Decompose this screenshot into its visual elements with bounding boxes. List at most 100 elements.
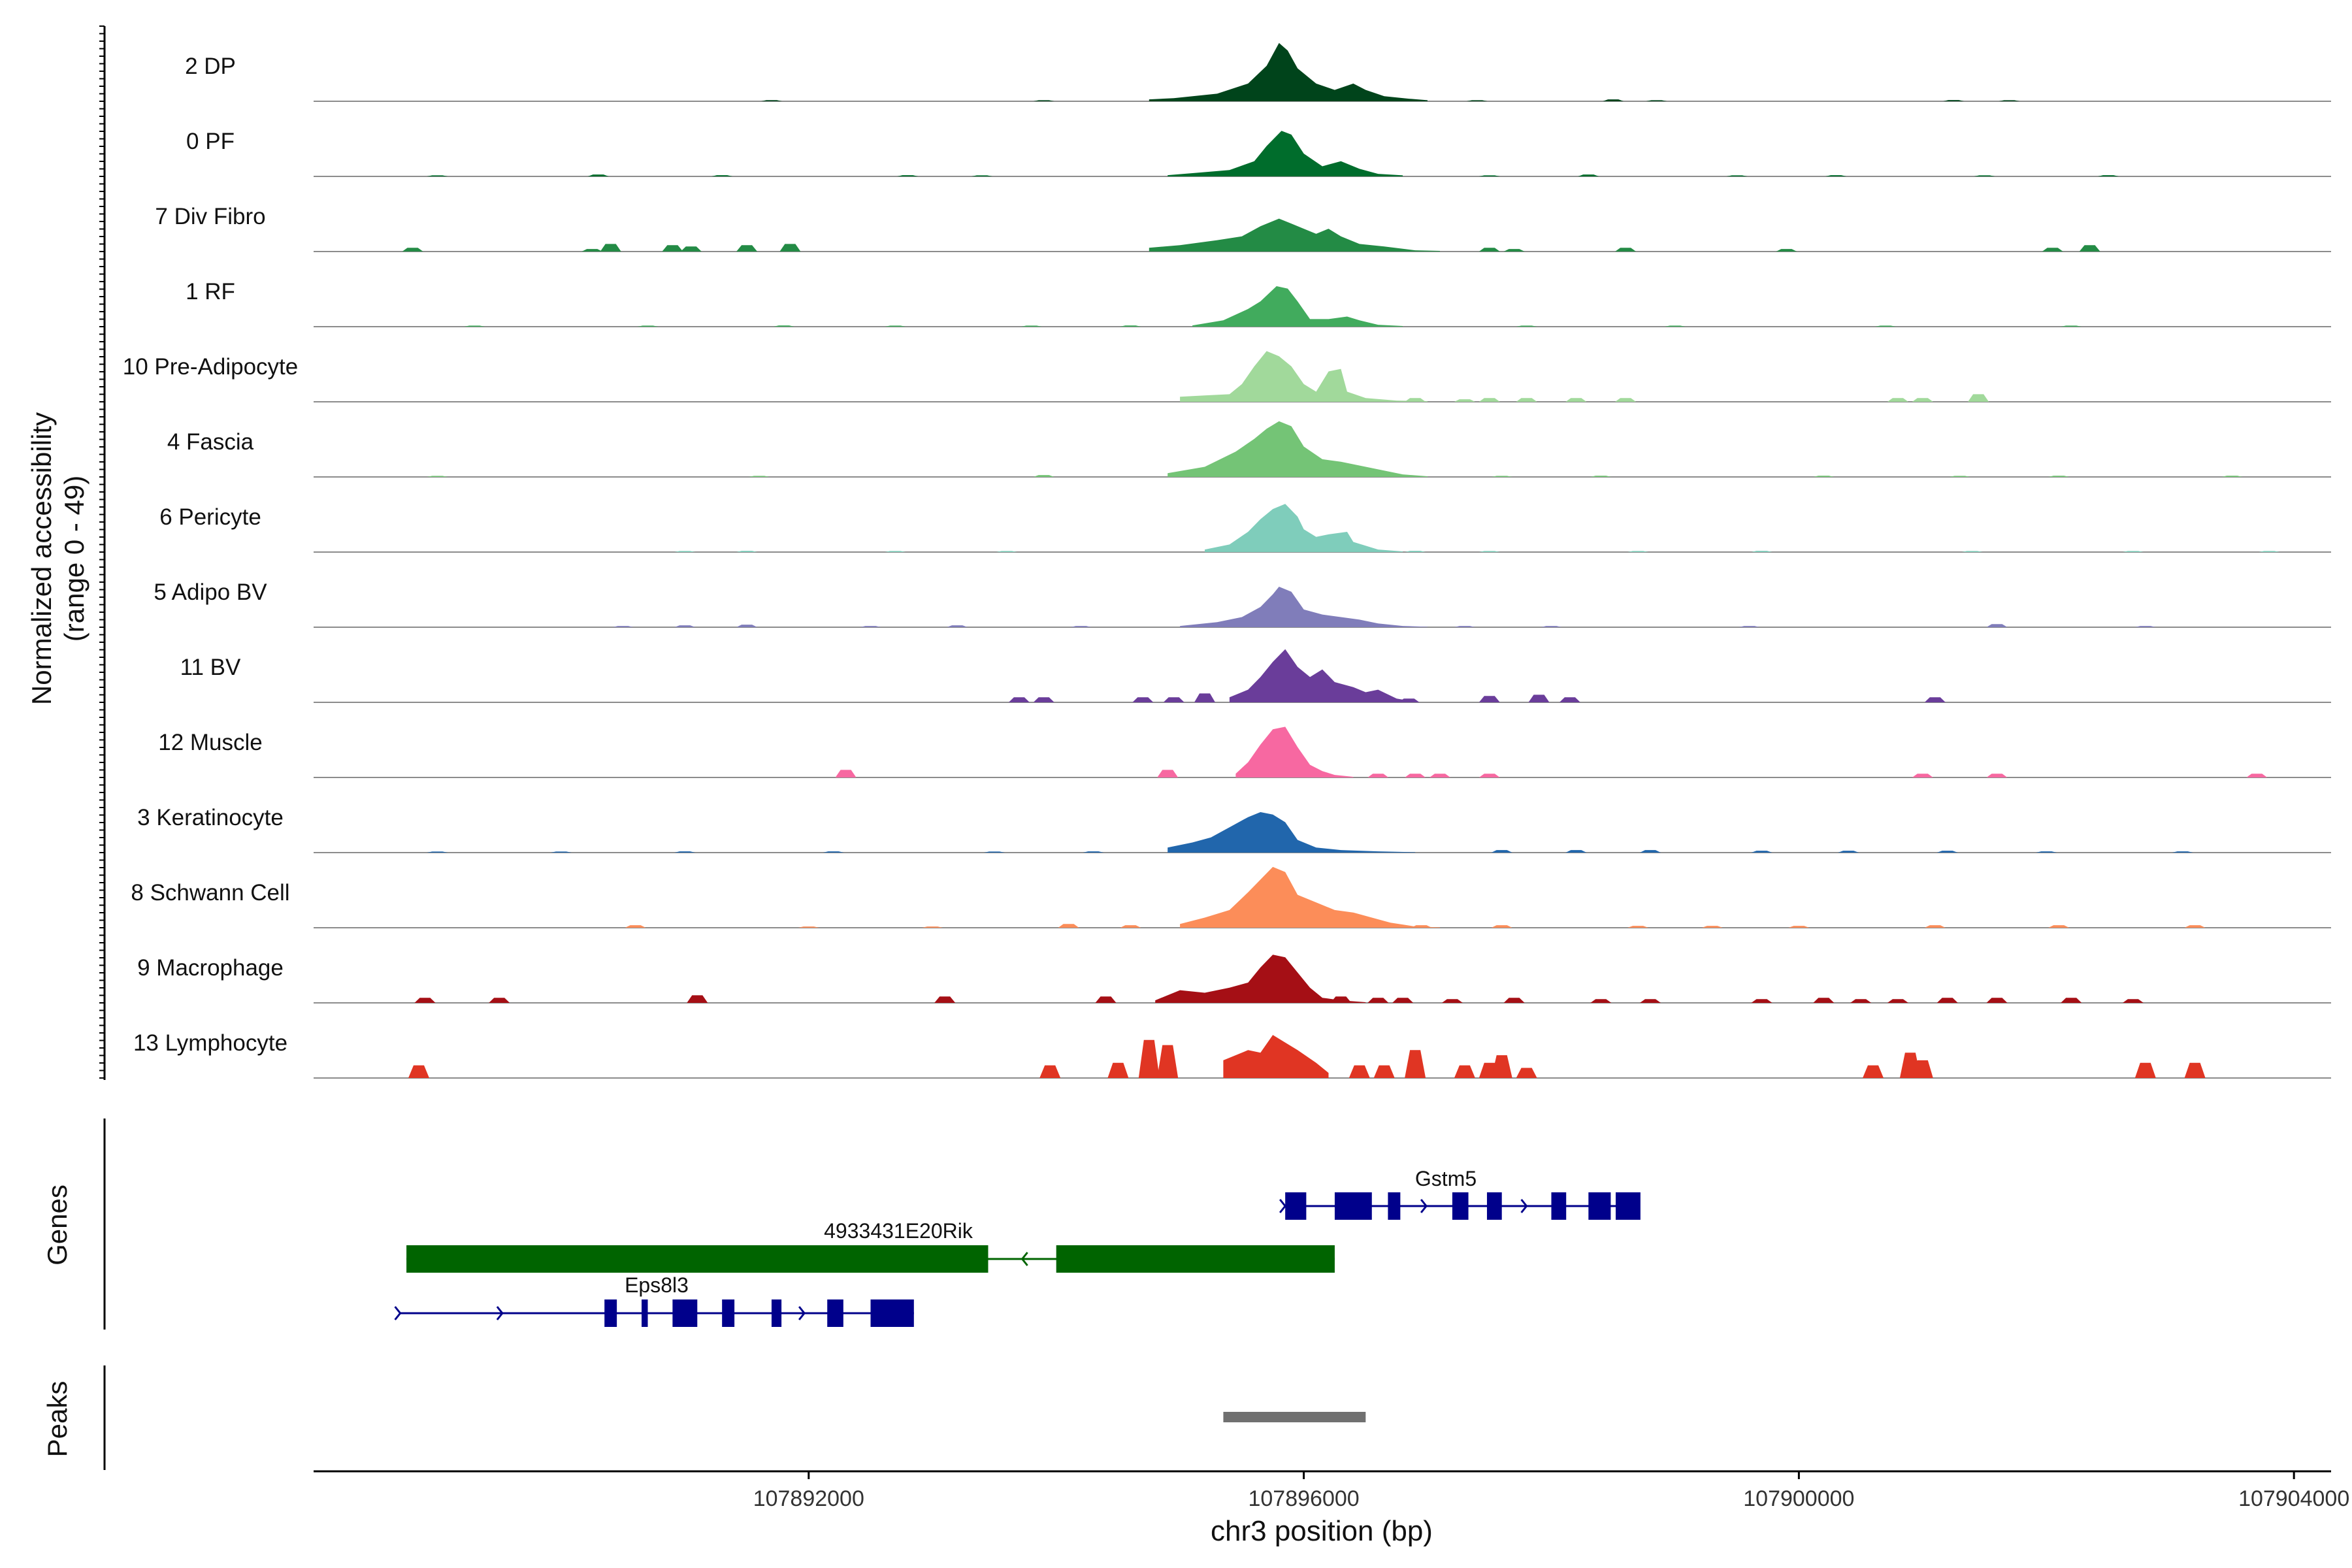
coverage-blip	[2246, 774, 2268, 777]
coverage-blip	[1120, 325, 1141, 327]
coverage-blip	[1936, 851, 1958, 853]
coverage-blip	[402, 248, 423, 252]
coverage-blip	[414, 998, 436, 1003]
peaks-panel	[1223, 1412, 1366, 1422]
coverage-blip	[1949, 476, 1970, 477]
coverage-blip	[464, 325, 485, 327]
y-axis-range-label: (range 0 - 49)	[59, 476, 90, 642]
gene-Gstm5	[1279, 1192, 1641, 1220]
coverage-peak	[1223, 1035, 1329, 1078]
track-label: 1 RF	[186, 279, 235, 304]
coverage-blip	[1776, 249, 1797, 252]
strand-arrow	[1279, 1199, 1287, 1213]
coverage-blip	[1590, 476, 1612, 477]
coverage-blip	[1107, 1062, 1129, 1078]
track-12: 8 Schwann Cell	[131, 866, 2331, 928]
coverage-blip	[1912, 1060, 1933, 1078]
track-label: 9 Macrophage	[137, 955, 284, 981]
track-5: 10 Pre-Adipocyte	[123, 351, 2331, 402]
coverage-blip	[1491, 925, 1512, 928]
coverage-blip	[1813, 476, 1835, 477]
gene-exon	[771, 1299, 782, 1327]
coverage-blip	[761, 100, 782, 101]
coverage-peak	[1149, 218, 1440, 252]
coverage-blip	[1974, 175, 1995, 176]
strand-arrow	[1520, 1199, 1528, 1213]
x-tick-label: 107904000	[2238, 1486, 2349, 1511]
y-axis-label: Normalized accessibility	[26, 412, 57, 705]
track-label: 0 PF	[186, 129, 235, 154]
coverage-blip	[1070, 626, 1092, 627]
strand-arrow	[496, 1306, 504, 1320]
coverage-blip	[2184, 1062, 2206, 1078]
coverage-blip	[1924, 925, 1946, 928]
coverage-blip	[1392, 998, 1414, 1003]
coverage-blip	[2172, 851, 2193, 853]
gene-Eps8l3	[394, 1299, 914, 1327]
coverage-blip	[1516, 325, 1537, 327]
coverage-peak	[1155, 955, 1366, 1003]
coverage-blip	[1603, 99, 1624, 101]
coverage-blip	[885, 551, 906, 552]
coverage-blip	[1640, 999, 1661, 1003]
coverage-blip	[1411, 925, 1432, 928]
coverage-peak	[1180, 351, 1428, 402]
coverage-blip	[1021, 325, 1042, 327]
coverage-blip	[637, 325, 659, 327]
coverage-blip	[1664, 325, 1686, 327]
gene-exon	[870, 1299, 914, 1327]
coverage-blip	[1850, 999, 1872, 1003]
gene-exon	[1285, 1192, 1307, 1220]
track-label: 5 Adipo BV	[154, 580, 267, 605]
coverage-blip	[1157, 1045, 1179, 1078]
track-6: 4 Fascia	[167, 421, 2331, 478]
coverage-blip	[1863, 1065, 1884, 1078]
coverage-blip	[1875, 325, 1896, 327]
track-10: 12 Muscle	[158, 727, 2331, 778]
coverage-blip	[1565, 398, 1587, 402]
coverage-blip	[1454, 1065, 1475, 1078]
gene-name-label: Gstm5	[1415, 1167, 1477, 1190]
x-axis: 107892000 107896000 107900000 107904000	[314, 1470, 2349, 1511]
coverage-blip	[1739, 626, 1760, 627]
coverage-blip	[1466, 100, 1488, 101]
gene-exon	[1551, 1192, 1567, 1220]
coverage-blip	[600, 244, 621, 252]
coverage-blip	[427, 851, 448, 853]
coverage-peak	[1180, 587, 1428, 627]
coverage-blip	[1559, 697, 1580, 702]
coverage-blip	[1701, 926, 1723, 928]
coverage-blip	[2134, 1062, 2156, 1078]
coverage-blip	[587, 174, 609, 176]
coverage-blip	[680, 246, 702, 252]
coverage-blip	[1813, 998, 1835, 1003]
coverage-blip	[1367, 774, 1389, 777]
coverage-blip	[2036, 851, 2057, 853]
coverage-blip	[1163, 697, 1184, 702]
coverage-blip	[1405, 398, 1426, 402]
coverage-blip	[947, 625, 968, 627]
coverage-blip	[749, 476, 770, 477]
coverage-blip	[1478, 248, 1500, 252]
coverage-blip	[1033, 100, 1054, 101]
coverage-blip	[1516, 1068, 1537, 1078]
coverage-blip	[2048, 476, 2070, 477]
track-3: 7 Div Fibro	[155, 204, 2331, 252]
coverage-blip	[1943, 100, 1965, 101]
coverage-blip	[1083, 851, 1104, 853]
coverage-blip	[612, 626, 634, 627]
coverage-blip	[1590, 999, 1612, 1003]
gene-exon	[1452, 1192, 1469, 1220]
coverage-blip	[736, 245, 758, 252]
x-tick-label: 107900000	[1743, 1486, 1854, 1511]
coverage-axis	[99, 25, 106, 1080]
coverage-blip	[1194, 693, 1215, 702]
coverage-blip	[1986, 624, 2008, 627]
track-14: 13 Lymphocyte	[133, 1030, 2331, 1079]
coverage-blip	[897, 175, 919, 176]
coverage-blip	[489, 998, 510, 1003]
track-label: 12 Muscle	[158, 730, 263, 755]
coverage-blip	[1788, 926, 1810, 928]
strand-arrow	[1021, 1252, 1028, 1266]
gene-exon	[1388, 1192, 1401, 1220]
